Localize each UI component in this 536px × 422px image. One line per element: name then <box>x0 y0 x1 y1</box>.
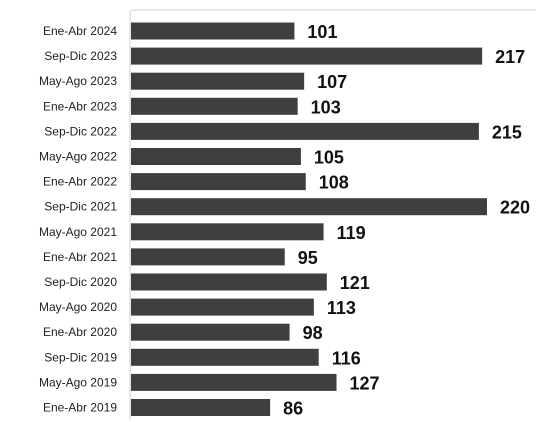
bar <box>131 72 305 90</box>
value-label: 107 <box>317 72 347 92</box>
bars-group <box>131 22 487 416</box>
value-label: 220 <box>500 198 530 218</box>
value-label: 103 <box>311 97 341 117</box>
bar <box>131 273 327 291</box>
bar <box>131 97 298 115</box>
chart-frame <box>129 9 536 420</box>
bar <box>131 22 295 40</box>
bar <box>131 348 319 366</box>
bar <box>131 122 479 140</box>
value-label: 105 <box>314 148 344 168</box>
category-label: Ene-Abr 2023 <box>43 99 117 113</box>
category-label: May-Ago 2019 <box>39 375 117 389</box>
bar <box>131 373 337 391</box>
value-label: 121 <box>340 273 370 293</box>
category-labels-group: Ene-Abr 2024 Sep-Dic 2023 May-Ago 2023 Ene-… <box>39 24 117 415</box>
value-label: 215 <box>492 122 522 142</box>
category-label: May-Ago 2023 <box>39 74 117 88</box>
value-label: 101 <box>307 22 337 42</box>
category-label: Sep-Dic 2022 <box>44 124 117 138</box>
category-label: Ene-Abr 2020 <box>43 325 117 339</box>
bar <box>131 298 314 316</box>
category-label: Sep-Dic 2020 <box>44 275 117 289</box>
bar <box>131 47 483 65</box>
bar <box>131 198 487 216</box>
bar <box>131 399 271 416</box>
bar <box>131 223 324 241</box>
category-label: Sep-Dic 2023 <box>44 49 117 63</box>
category-label: Sep-Dic 2021 <box>44 200 117 214</box>
value-label: 98 <box>303 323 323 343</box>
value-label: 108 <box>319 173 349 193</box>
value-label: 217 <box>495 47 525 67</box>
category-label: Ene-Abr 2019 <box>43 401 117 415</box>
bar <box>131 248 285 266</box>
category-label: Ene-Abr 2024 <box>43 24 117 38</box>
category-label: May-Ago 2022 <box>39 150 117 164</box>
value-label: 116 <box>332 348 361 368</box>
category-label: Ene-Abr 2022 <box>43 175 117 189</box>
value-label: 95 <box>298 248 318 268</box>
value-label: 119 <box>337 223 366 243</box>
category-label: May-Ago 2020 <box>39 300 117 314</box>
bar <box>131 323 290 341</box>
value-label: 86 <box>283 399 303 419</box>
category-label: Ene-Abr 2021 <box>43 250 117 264</box>
value-label: 113 <box>327 298 356 318</box>
value-label: 127 <box>350 373 380 393</box>
category-label: Sep-Dic 2019 <box>44 350 117 364</box>
bar <box>131 173 306 191</box>
bar <box>131 148 301 165</box>
category-label: May-Ago 2021 <box>39 225 117 239</box>
